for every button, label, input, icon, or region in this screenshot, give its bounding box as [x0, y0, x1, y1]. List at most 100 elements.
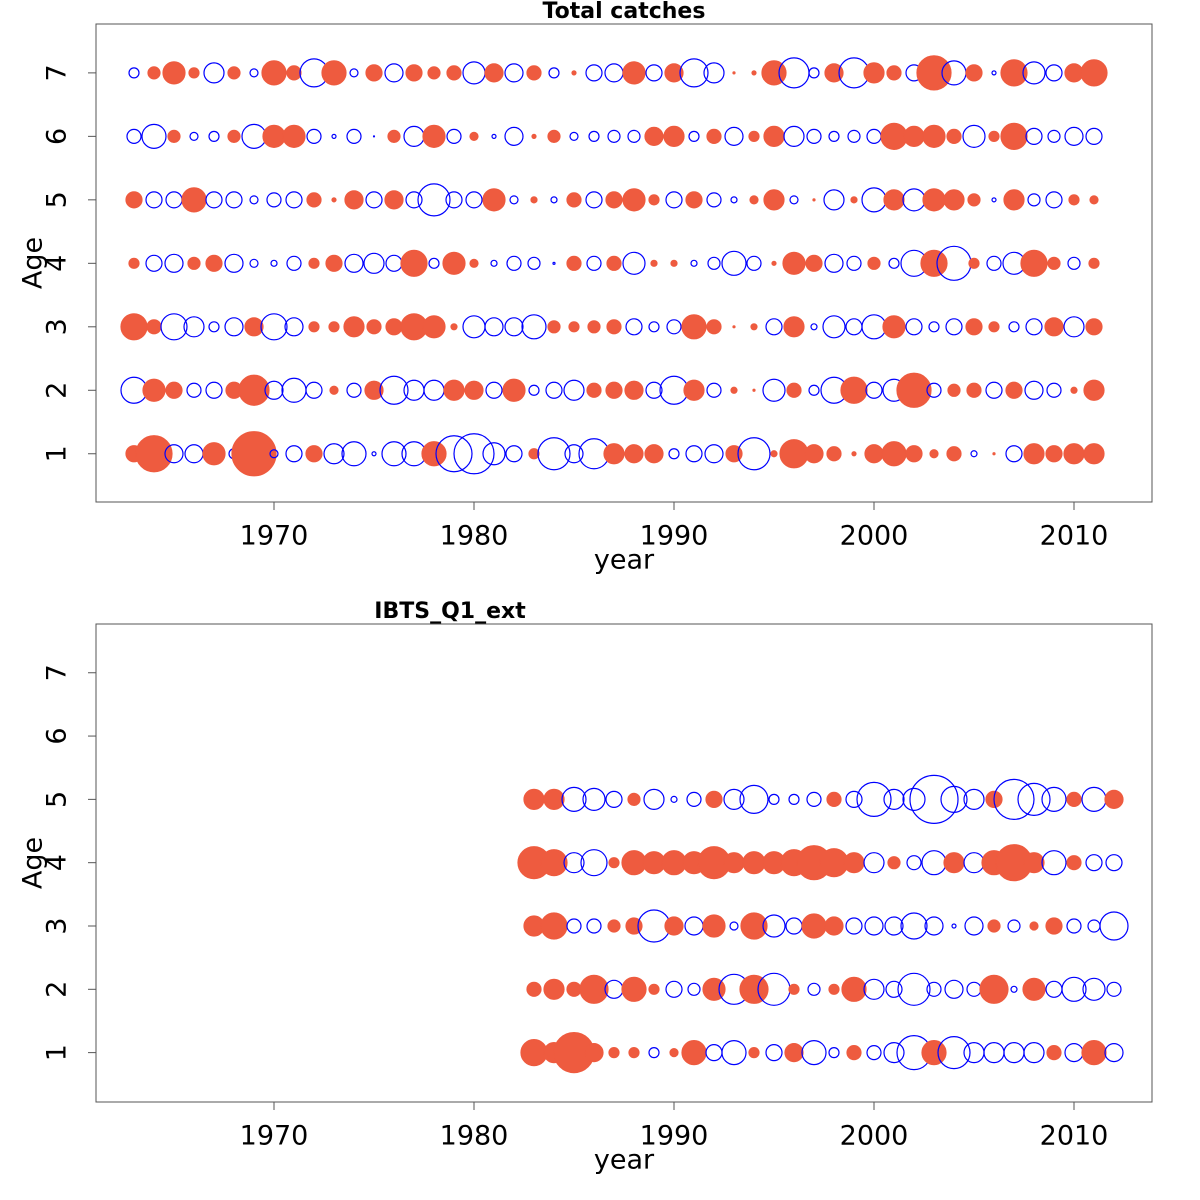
negative-bubble	[371, 451, 377, 457]
positive-bubble	[681, 1040, 707, 1066]
positive-bubble	[886, 65, 902, 81]
negative-bubble	[491, 133, 497, 139]
negative-bubble	[1027, 193, 1041, 207]
negative-bubble	[746, 255, 762, 271]
positive-bubble	[262, 124, 286, 148]
positive-bubble	[502, 378, 526, 402]
negative-bubble	[951, 923, 957, 929]
positive-bubble	[135, 435, 173, 473]
negative-bubble	[580, 849, 608, 877]
positive-bubble	[543, 788, 565, 810]
positive-bubble	[943, 852, 965, 874]
positive-bubble	[887, 856, 901, 870]
negative-bubble	[203, 62, 225, 84]
negative-bubble	[785, 917, 803, 935]
negative-bubble	[665, 980, 683, 998]
positive-bubble	[864, 444, 884, 464]
positive-bubble	[1044, 317, 1064, 337]
negative-bubble	[1064, 1043, 1084, 1063]
negative-bubble	[983, 1042, 1005, 1064]
positive-bubble	[805, 254, 823, 272]
negative-bubble	[189, 131, 199, 141]
positive-bubble	[846, 1045, 862, 1061]
negative-bubble	[428, 257, 440, 269]
positive-bubble	[761, 60, 787, 86]
negative-bubble	[1067, 256, 1081, 270]
y-tick-label: 5	[42, 191, 73, 208]
negative-bubble	[670, 795, 678, 803]
positive-bubble	[566, 255, 582, 271]
negative-bubble	[260, 313, 288, 341]
positive-bubble	[786, 382, 802, 398]
negative-bubble	[861, 187, 887, 213]
negative-bubble	[550, 196, 558, 204]
negative-bubble	[365, 191, 383, 209]
positive-bubble	[165, 381, 183, 399]
positive-bubble	[1000, 59, 1028, 87]
x-axis-label: year	[594, 545, 655, 576]
x-tick-label: 1990	[640, 521, 709, 552]
positive-bubble	[344, 190, 364, 210]
negative-bubble	[986, 255, 1002, 271]
negative-bubble	[453, 433, 495, 475]
negative-bubble	[1064, 126, 1084, 146]
negative-bubble	[788, 793, 800, 805]
positive-bubble	[622, 188, 646, 212]
negative-bubble	[405, 191, 423, 209]
negative-bubble	[145, 254, 163, 272]
positive-bubble	[528, 448, 540, 460]
positive-bubble	[605, 191, 623, 209]
negative-bubble	[1045, 64, 1063, 82]
positive-bubble	[644, 444, 664, 464]
positive-bubble	[921, 1040, 947, 1066]
positive-bubble	[568, 321, 580, 333]
positive-bubble	[365, 64, 383, 82]
positive-bubble	[988, 130, 1000, 142]
positive-bubble	[162, 61, 186, 85]
x-tick-label: 2000	[840, 521, 909, 552]
positive-bubble	[306, 192, 322, 208]
negative-bubble	[928, 321, 940, 333]
positive-bubble	[603, 443, 625, 465]
positive-bubble	[1066, 855, 1082, 871]
x-tick-label: 2000	[840, 1121, 909, 1152]
negative-bubble	[1105, 854, 1123, 872]
negative-bubble	[266, 192, 282, 208]
negative-bubble	[509, 195, 519, 205]
positive-bubble	[732, 71, 736, 75]
positive-bubble	[1063, 443, 1085, 465]
positive-bubble	[422, 315, 446, 339]
positive-bubble	[446, 65, 462, 81]
negative-bubble	[789, 195, 799, 205]
negative-bubble	[585, 191, 603, 209]
x-tick-label: 2010	[1040, 1121, 1109, 1152]
y-tick-label: 7	[42, 64, 73, 81]
y-tick-label: 4	[42, 854, 73, 871]
positive-bubble	[648, 983, 660, 995]
negative-bubble	[703, 62, 725, 84]
negative-bubble	[1061, 976, 1087, 1002]
positive-bubble	[929, 449, 939, 459]
negative-bubble	[165, 191, 183, 209]
negative-bubble	[305, 381, 323, 399]
negative-bubble	[845, 318, 863, 336]
negative-bubble	[721, 1040, 747, 1066]
positive-bubble	[547, 129, 561, 143]
negative-bubble	[863, 978, 885, 1000]
negative-bubble	[810, 323, 818, 331]
positive-bubble	[244, 317, 264, 337]
positive-bubble	[464, 380, 484, 400]
negative-bubble	[435, 435, 473, 473]
positive-bubble	[664, 63, 684, 83]
negative-bubble	[690, 259, 698, 267]
y-tick-label: 6	[42, 128, 73, 145]
positive-bubble	[608, 857, 620, 869]
negative-bubble	[344, 253, 364, 273]
positive-bubble	[469, 258, 479, 268]
negative-bubble	[866, 1045, 882, 1061]
negative-bubble	[765, 1044, 783, 1062]
positive-bubble	[739, 974, 769, 1004]
positive-bubble	[882, 315, 906, 339]
negative-bubble	[902, 787, 926, 811]
negative-bubble	[706, 382, 722, 398]
